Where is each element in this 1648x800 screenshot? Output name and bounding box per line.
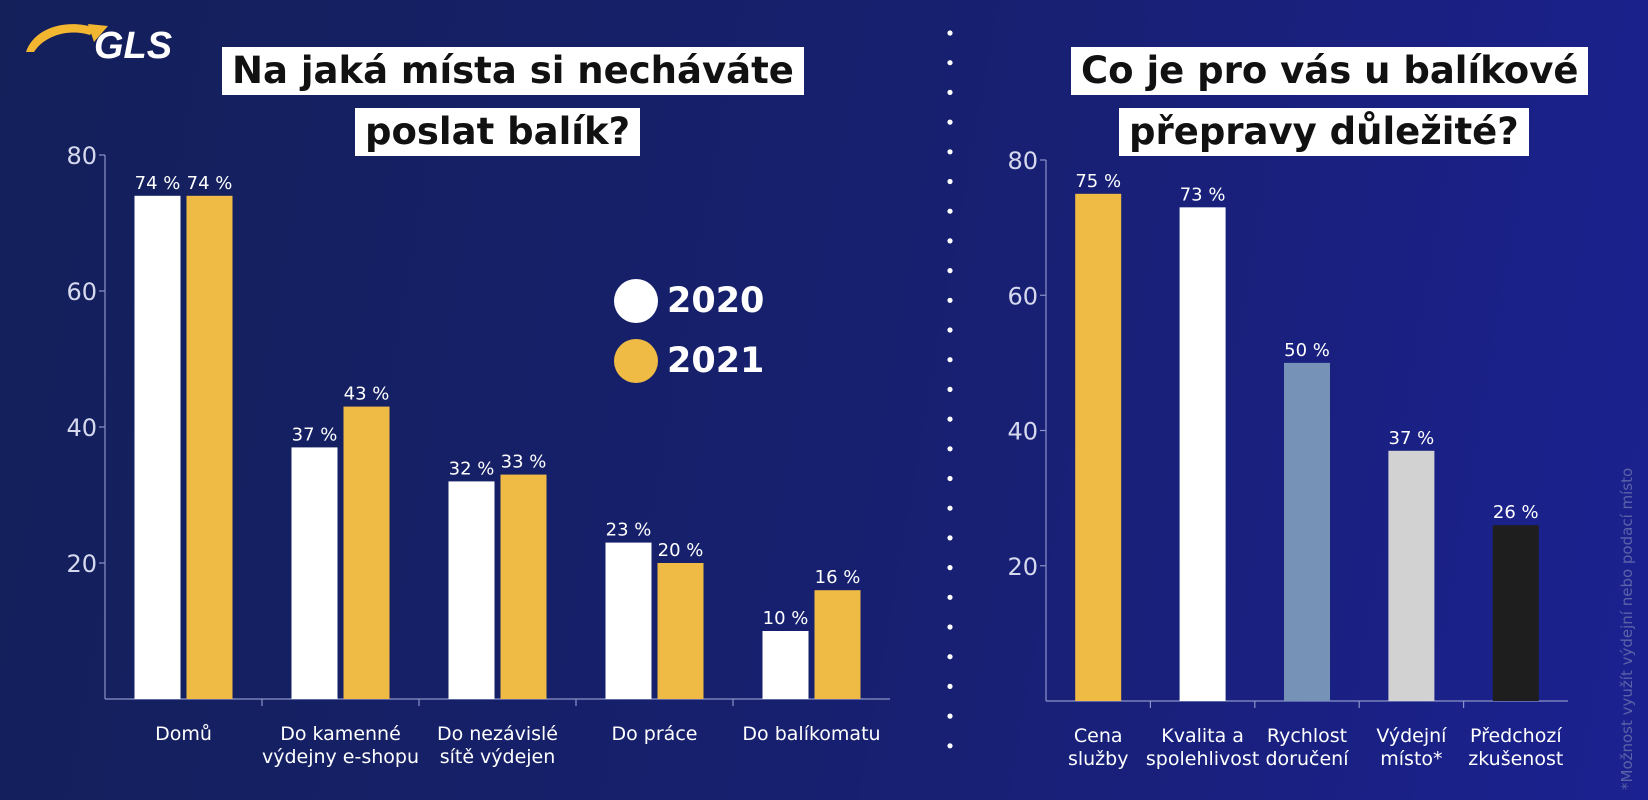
legend-label-2020: 2020	[667, 281, 765, 321]
separator-dot	[947, 119, 953, 125]
legend-marker-2020	[614, 279, 658, 323]
left-bar	[657, 563, 704, 699]
left-data-label: 43 %	[344, 384, 390, 405]
dotted-separator	[947, 30, 953, 749]
left-bar	[762, 631, 809, 699]
separator-dot	[947, 89, 953, 95]
separator-dot	[947, 178, 953, 185]
right-category-label: doručení	[1266, 748, 1350, 770]
separator-dot	[947, 624, 953, 630]
right-y-tick-label: 60	[1007, 282, 1038, 310]
right-data-label: 37 %	[1389, 428, 1435, 449]
left-category-label: Do balíkomatu	[742, 723, 880, 745]
left-data-label: 32 %	[449, 458, 495, 479]
right-bar	[1179, 207, 1226, 701]
right-data-label: 26 %	[1493, 502, 1539, 523]
right-y-tick-label: 40	[1007, 418, 1038, 446]
left-bar	[448, 481, 495, 699]
right-category-label: Cena	[1074, 725, 1123, 747]
left-title-line1: Na jaká místa si necháváte	[222, 47, 804, 95]
left-bar	[814, 590, 861, 699]
left-category-label: Do kamenné	[280, 723, 401, 745]
separator-dot	[947, 327, 953, 333]
right-category-label: zkušenost	[1468, 748, 1563, 770]
right-bar	[1075, 193, 1122, 701]
footnote: *Možnost využít výdejní nebo podací míst…	[1618, 467, 1636, 790]
left-bar	[186, 195, 233, 700]
left-data-label: 16 %	[815, 567, 861, 588]
separator-dot	[947, 505, 953, 511]
right-bar	[1284, 362, 1330, 701]
right-data-label: 73 %	[1180, 184, 1226, 205]
separator-dot	[947, 297, 953, 303]
separator-dot	[947, 446, 953, 452]
gls-logo-text: GLS	[94, 25, 172, 67]
separator-dot	[947, 149, 953, 155]
right-bar	[1388, 450, 1435, 701]
separator-dot	[947, 357, 953, 363]
left-data-label: 74 %	[135, 173, 181, 194]
left-bar	[343, 406, 390, 699]
left-bar-chart: 20 40 60 80 74 % 74 % Domů 37 % 43 % Do kamennévý…	[66, 142, 890, 768]
separator-dot	[947, 713, 953, 719]
separator-dot	[947, 654, 953, 660]
left-category-label: Do nezávislé	[437, 723, 558, 745]
left-data-label: 74 %	[187, 173, 233, 194]
left-data-label: 10 %	[763, 608, 809, 629]
separator-dot	[947, 535, 953, 541]
left-data-label: 20 %	[658, 540, 704, 561]
left-y-tick-label: 60	[66, 278, 97, 306]
right-bar	[1492, 525, 1539, 701]
left-category-label: výdejny e-shopu	[262, 746, 419, 768]
left-y-tick-label: 80	[66, 142, 97, 170]
separator-dot	[947, 386, 953, 392]
separator-dot	[947, 475, 953, 482]
right-category-label: Předchozí	[1470, 725, 1562, 747]
right-category-label: spolehlivost	[1146, 748, 1259, 770]
left-title-line2: poslat balík?	[355, 108, 641, 156]
separator-dot	[947, 416, 953, 422]
legend-marker-2021	[614, 339, 658, 383]
separator-dot	[947, 238, 953, 244]
separator-dot	[947, 30, 953, 36]
left-bar	[500, 474, 547, 699]
gls-logo: GLS	[26, 24, 172, 67]
left-data-label: 37 %	[292, 424, 338, 445]
left-data-label: 33 %	[501, 452, 547, 473]
right-title-line2: přepravy důležité?	[1119, 108, 1529, 156]
separator-dot	[947, 743, 953, 749]
right-category-label: služby	[1068, 748, 1129, 770]
legend-label-2021: 2021	[667, 341, 765, 381]
right-category-label: místo*	[1380, 748, 1442, 770]
left-y-tick-label: 20	[66, 550, 97, 578]
separator-dot	[947, 683, 953, 690]
right-data-label: 50 %	[1284, 340, 1330, 361]
left-y-tick-label: 40	[66, 414, 97, 442]
left-bar	[291, 447, 338, 699]
separator-dot	[947, 60, 953, 66]
right-category-label: Výdejní	[1376, 725, 1447, 747]
separator-dot	[947, 565, 953, 571]
left-bar	[134, 195, 181, 700]
left-category-label: sítě výdejen	[440, 746, 556, 768]
right-y-tick-label: 80	[1007, 147, 1038, 175]
separator-dot	[947, 208, 953, 214]
right-category-label: Rychlost	[1267, 725, 1347, 747]
left-bar	[605, 542, 652, 699]
left-category-label: Domů	[155, 723, 212, 745]
separator-dot	[947, 268, 953, 274]
left-data-label: 23 %	[606, 520, 652, 541]
right-y-tick-label: 20	[1007, 553, 1038, 581]
separator-dot	[947, 594, 953, 600]
gls-logo-swoosh-icon	[26, 24, 96, 52]
right-data-label: 75 %	[1075, 171, 1121, 192]
right-category-label: Kvalita a	[1161, 725, 1244, 747]
right-title-line1: Co je pro vás u balíkové	[1071, 47, 1589, 95]
left-category-label: Do práce	[612, 723, 698, 745]
